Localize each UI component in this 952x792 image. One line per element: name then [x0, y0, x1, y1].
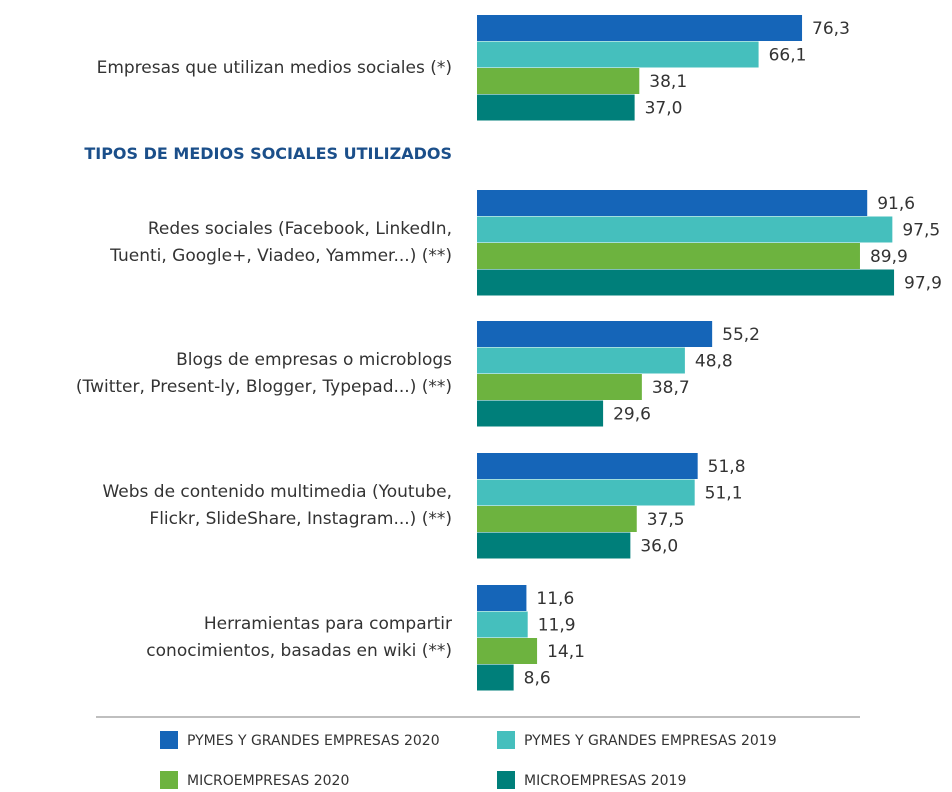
- legend-label: MICROEMPRESAS 2020: [187, 773, 349, 789]
- bar: [477, 611, 528, 638]
- category-label: Blogs de empresas o microblogs (Twitter,…: [75, 350, 452, 397]
- value-label: 11,9: [538, 616, 576, 636]
- value-label: 66,1: [769, 46, 807, 66]
- bar: [477, 506, 637, 532]
- value-label: 11,6: [536, 589, 574, 609]
- value-label: 48,8: [695, 352, 733, 372]
- category-label: Herramientas para compartir conocimiento…: [146, 614, 452, 661]
- category-label: Webs de contenido multimedia (Youtube, F…: [102, 482, 452, 529]
- value-label: 97,9: [904, 274, 942, 294]
- value-label: 76,3: [812, 19, 850, 39]
- legend-swatch: [497, 731, 515, 749]
- bar: [477, 532, 631, 559]
- bar: [477, 374, 642, 400]
- bar: [477, 321, 713, 347]
- value-label: 38,1: [649, 72, 687, 92]
- value-label: 37,0: [645, 99, 683, 119]
- bar: [477, 638, 538, 664]
- legend-swatch: [160, 771, 178, 789]
- bar: [477, 216, 893, 243]
- legend-swatch: [160, 731, 178, 749]
- legend-swatch: [497, 771, 515, 789]
- category-label: Empresas que utilizan medios sociales (*…: [96, 57, 452, 78]
- bar: [477, 243, 860, 269]
- bar: [477, 190, 868, 216]
- bar: [477, 269, 895, 296]
- bar: [477, 400, 604, 427]
- section-label: TIPOS DE MEDIOS SOCIALES UTILIZADOS: [84, 144, 452, 163]
- category-label: Redes sociales (Facebook, LinkedIn, Tuen…: [110, 219, 452, 266]
- legend-label: PYMES Y GRANDES EMPRESAS 2019: [524, 733, 777, 749]
- bar: [477, 664, 514, 691]
- bar: [477, 347, 685, 374]
- value-label: 55,2: [722, 325, 760, 345]
- value-label: 51,1: [705, 484, 743, 504]
- legend-label: PYMES Y GRANDES EMPRESAS 2020: [187, 733, 440, 749]
- value-label: 36,0: [640, 537, 678, 557]
- value-label: 51,8: [708, 457, 746, 477]
- bar: [477, 15, 803, 41]
- value-label: 37,5: [647, 510, 685, 530]
- bar: [477, 453, 698, 479]
- legend-label: MICROEMPRESAS 2019: [524, 773, 686, 789]
- value-label: 29,6: [613, 405, 651, 425]
- value-label: 38,7: [652, 378, 690, 398]
- bar: [477, 479, 695, 506]
- value-label: 89,9: [870, 247, 908, 267]
- value-label: 91,6: [877, 194, 915, 214]
- bar: [477, 41, 759, 68]
- bar: [477, 94, 635, 121]
- value-label: 97,5: [902, 221, 940, 241]
- value-label: 8,6: [524, 669, 551, 689]
- bar: [477, 68, 640, 94]
- value-label: 14,1: [547, 642, 585, 662]
- bar: [477, 585, 527, 611]
